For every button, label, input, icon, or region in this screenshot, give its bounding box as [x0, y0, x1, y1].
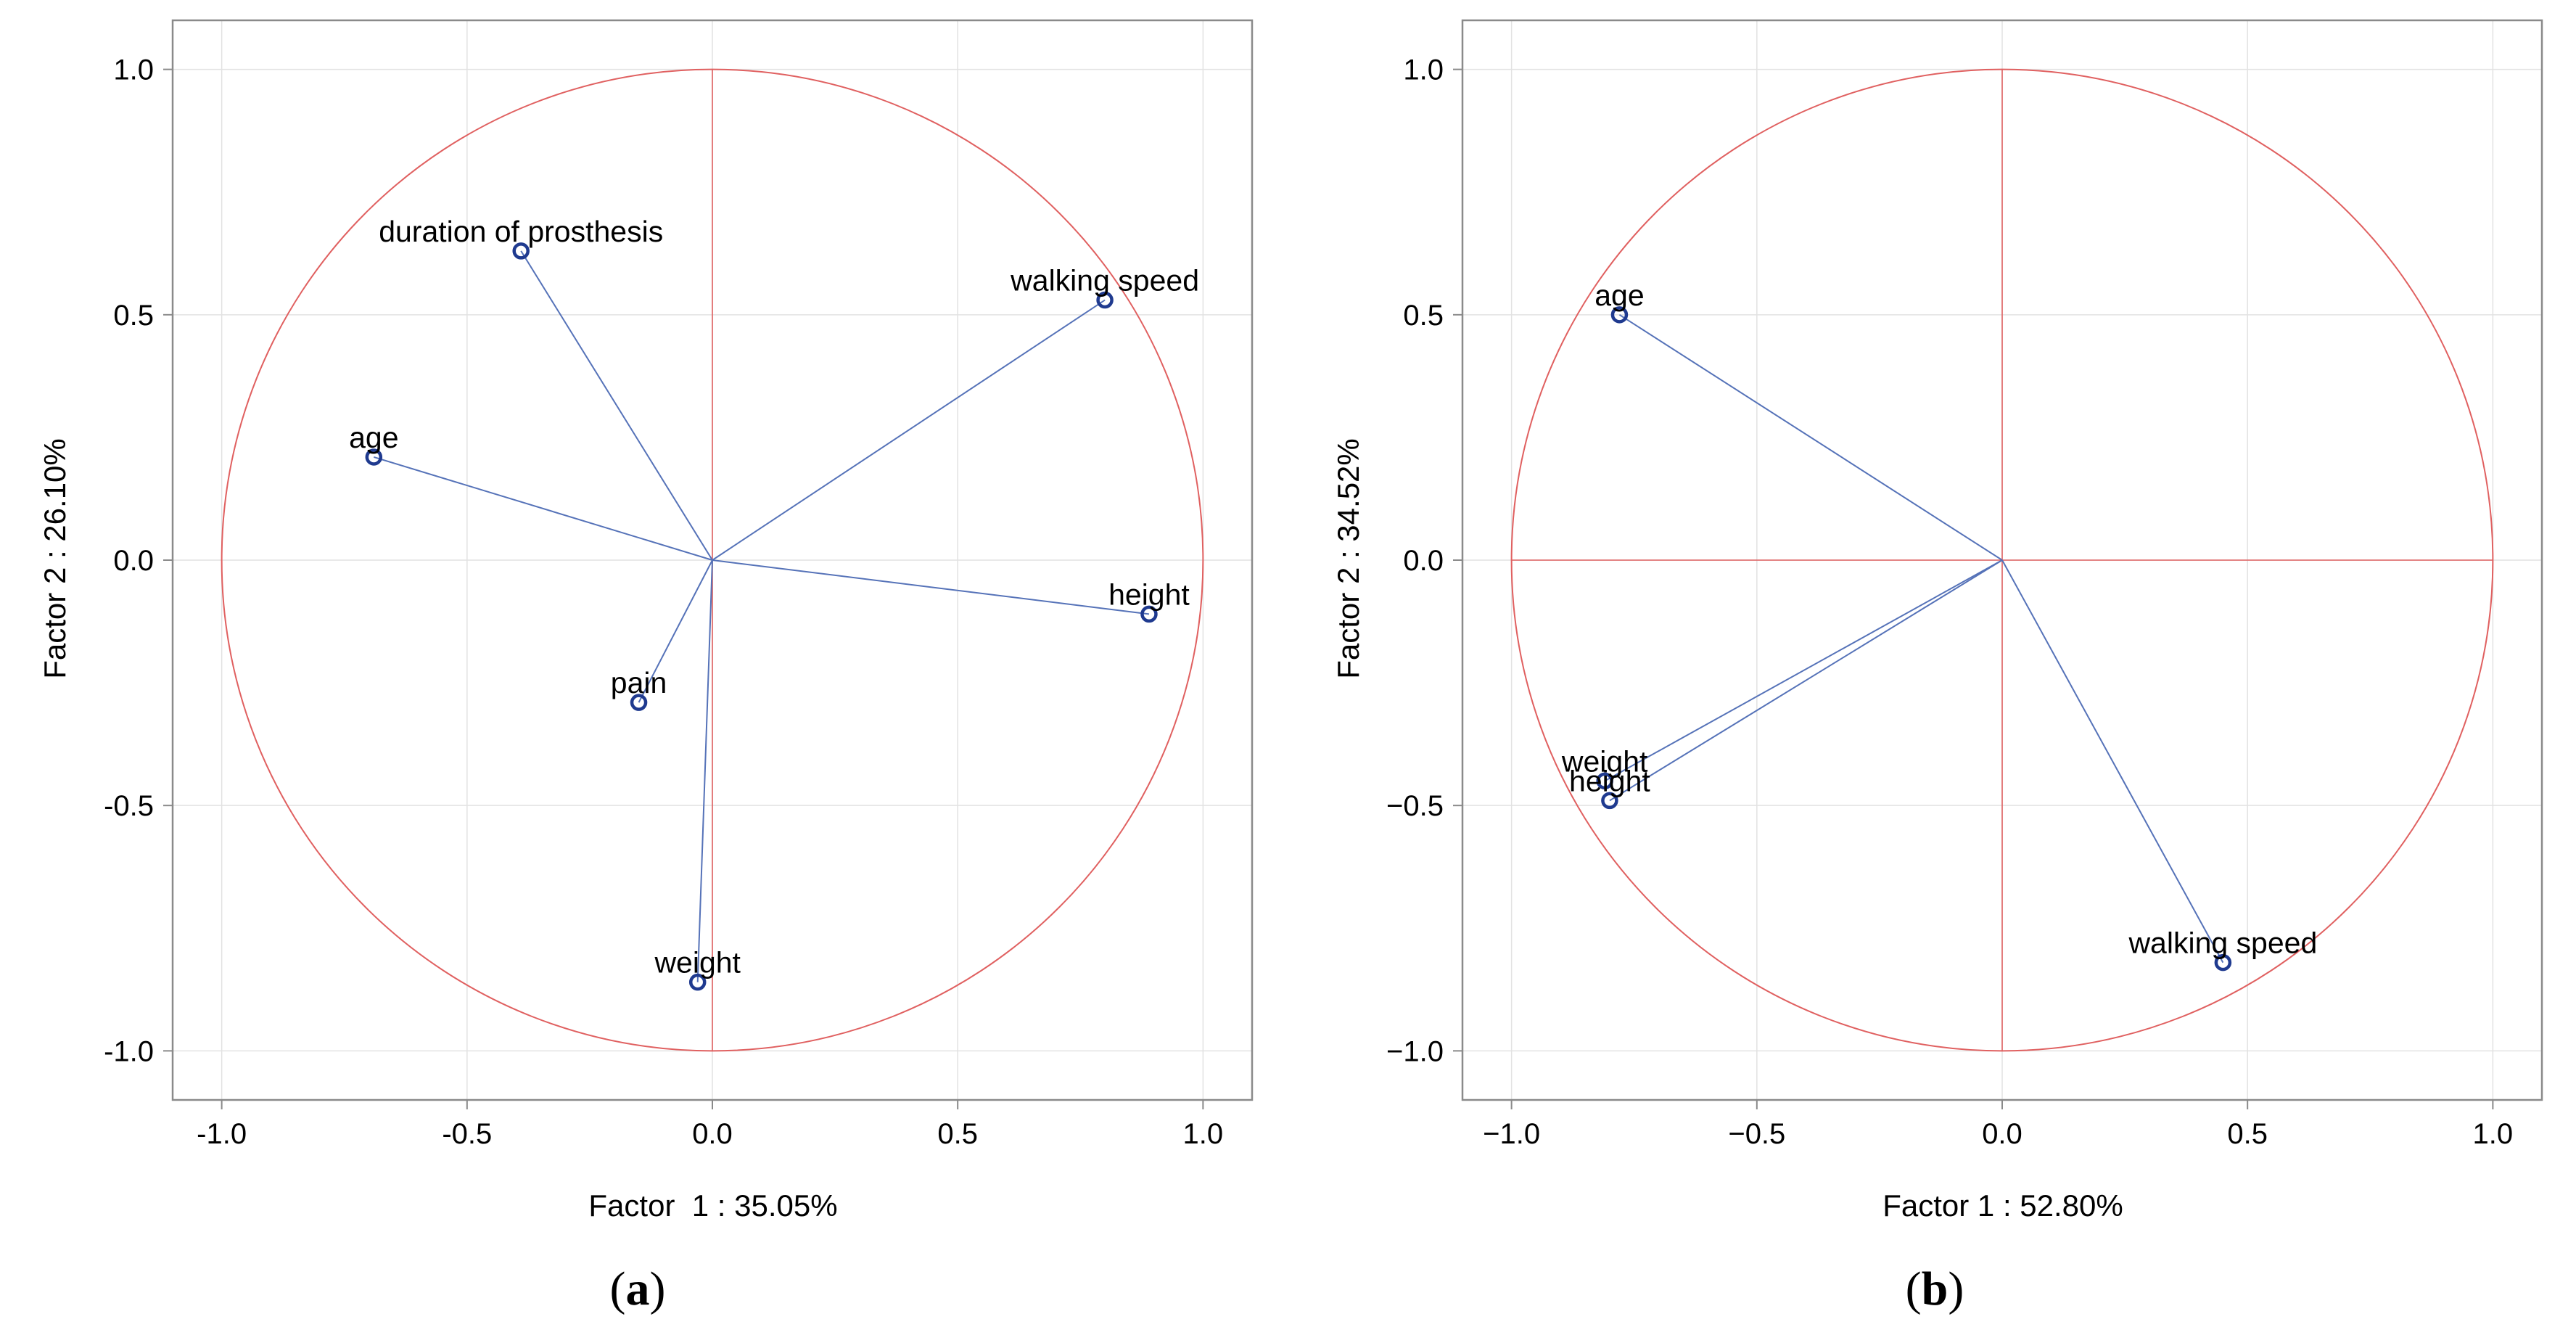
- loading-vector: [2001, 559, 2224, 964]
- x-tick-label: -1.0: [197, 1118, 247, 1150]
- x-tick-label: −1.0: [1483, 1118, 1540, 1150]
- caption-letter-b: b: [1922, 1262, 1949, 1315]
- loading-marker: [2214, 953, 2232, 972]
- point-labels: duration of prosthesis walking speed age he…: [349, 215, 1199, 979]
- loading-vectors: [374, 250, 1150, 982]
- caption-b: (b): [1906, 1262, 1964, 1315]
- point-label: age: [1594, 279, 1644, 312]
- loading-vector: [520, 250, 713, 561]
- y-tick-label: 0.0: [1403, 545, 1444, 577]
- y-tick-label: -1.0: [104, 1035, 154, 1067]
- y-tick-label: 1.0: [1403, 54, 1444, 86]
- loading-marker: [1596, 772, 1613, 790]
- x-tick-label: −0.5: [1728, 1118, 1785, 1150]
- loading-vector: [1609, 559, 2003, 802]
- loading-vector: [712, 299, 1106, 561]
- x-tick-label: 0.0: [692, 1118, 733, 1150]
- loading-vector: [374, 456, 713, 561]
- axis-ticks: −1.0 −0.5 0.0 0.5 1.0 −1.0 −0.5 0.0 0.5 1.0: [1386, 54, 2513, 1150]
- loading-marker: [512, 242, 530, 260]
- loading-vector: [638, 559, 713, 703]
- loading-marker: [1610, 306, 1629, 324]
- y-tick-label: 0.5: [1403, 300, 1444, 332]
- y-tick-label: −1.0: [1386, 1035, 1444, 1067]
- loading-vector: [1618, 313, 2003, 561]
- x-axis-label: Factor 1 : 52.80%: [1882, 1188, 2123, 1223]
- caption-letter-a: a: [626, 1262, 650, 1315]
- point-label: pain: [611, 666, 667, 699]
- chart-panel-a: duration of prosthesis walking speed age he…: [38, 19, 1254, 1315]
- y-axis-label: Factor 2 : 26.10%: [38, 438, 72, 679]
- point-label: height: [1108, 578, 1190, 611]
- point-label: weight: [654, 946, 741, 979]
- x-tick-label: 0.5: [2227, 1118, 2268, 1150]
- loading-markers: [1596, 306, 2232, 972]
- loading-marker: [1601, 792, 1618, 810]
- loading-marker: [365, 448, 383, 466]
- loading-marker: [1140, 605, 1158, 623]
- point-label: duration of prosthesis: [379, 215, 663, 248]
- x-tick-label: 0.5: [937, 1118, 978, 1150]
- y-tick-label: 0.0: [113, 545, 154, 577]
- point-label: walking speed: [1010, 264, 1199, 297]
- loading-vector: [1604, 559, 2003, 782]
- loading-markers: [365, 242, 1158, 991]
- y-tick-label: 0.5: [113, 300, 154, 332]
- y-tick-label: −0.5: [1386, 790, 1444, 822]
- y-axis-label: Factor 2 : 34.52%: [1331, 438, 1365, 679]
- loading-marker: [688, 973, 707, 991]
- x-tick-label: 1.0: [2473, 1118, 2514, 1150]
- x-tick-label: -0.5: [442, 1118, 492, 1150]
- loading-vector: [696, 559, 713, 982]
- point-label: height: [1569, 764, 1650, 797]
- y-tick-label: 1.0: [113, 54, 154, 86]
- point-label: walking speed: [2128, 927, 2317, 960]
- point-label: weight: [1561, 744, 1648, 778]
- x-tick-label: 1.0: [1183, 1118, 1224, 1150]
- y-tick-label: -0.5: [104, 790, 154, 822]
- caption-a: (a): [610, 1262, 666, 1315]
- point-label: age: [349, 421, 398, 454]
- x-tick-label: 0.0: [1982, 1118, 2022, 1150]
- loading-vector: [712, 559, 1150, 615]
- axis-ticks: -1.0 -0.5 0.0 0.5 1.0 -1.0 -0.5 0.0 0.5 1.0: [104, 54, 1223, 1150]
- loading-vectors: [1604, 313, 2224, 964]
- loading-marker: [630, 694, 648, 711]
- loading-marker: [1096, 291, 1114, 309]
- x-axis-label: Factor 1 : 35.05%: [588, 1188, 837, 1223]
